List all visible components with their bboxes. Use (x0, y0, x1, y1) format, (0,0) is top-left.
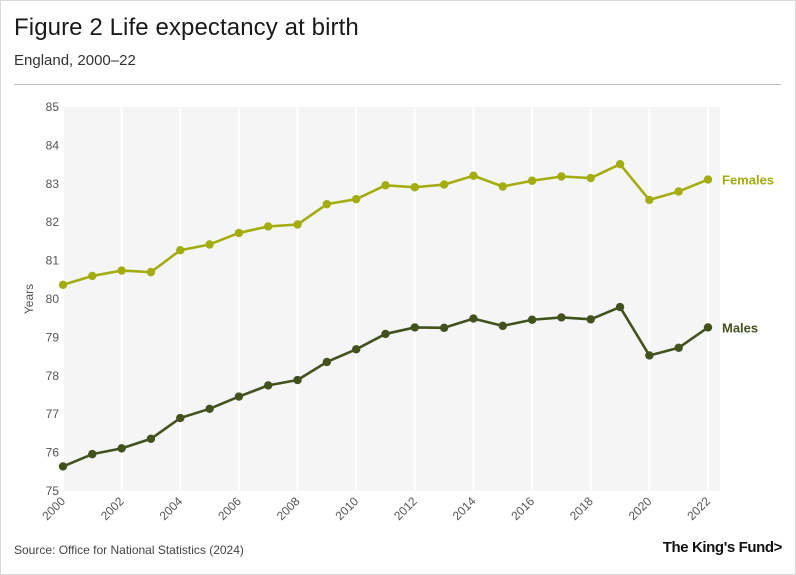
figure-subtitle: England, 2000–22 (14, 52, 136, 69)
females-point (527, 176, 537, 185)
y-tick-label: 82 (46, 215, 60, 229)
females-point (322, 199, 332, 209)
females-point (176, 246, 185, 255)
males-point (410, 323, 420, 332)
males-point (586, 315, 595, 324)
females-point (498, 182, 507, 191)
females-point (586, 173, 595, 183)
source-note: Source: Office for National Statistics (… (14, 543, 244, 557)
x-tick-label: 2012 (391, 494, 420, 523)
males-point (322, 357, 332, 367)
y-tick-label: 79 (46, 330, 60, 344)
y-tick-label: 75 (46, 484, 60, 498)
y-tick-label: 84 (46, 138, 60, 152)
females-point (703, 175, 713, 184)
kings-fund-logo: The King's Fund> (662, 539, 783, 556)
females-point (410, 183, 420, 192)
males-point (58, 462, 68, 471)
females-point (381, 181, 390, 190)
x-tick-label: 2010 (332, 494, 361, 523)
y-tick-label: 77 (46, 407, 60, 421)
males-point (674, 343, 683, 352)
males-point (703, 323, 713, 332)
header-divider (14, 84, 781, 85)
males-series-label: Males (722, 320, 758, 335)
x-tick-label: 2004 (157, 494, 186, 523)
females-point (234, 228, 244, 238)
females-point (351, 194, 361, 204)
males-point (264, 381, 273, 390)
figure-title: Figure 2 Life expectancy at birth (14, 14, 359, 41)
males-point (146, 434, 156, 443)
males-point (205, 404, 214, 414)
females-point (439, 180, 449, 189)
males-point (117, 444, 126, 453)
y-tick-label: 85 (46, 100, 60, 114)
males-point (88, 449, 97, 459)
males-point (498, 321, 507, 331)
females-point (469, 171, 478, 180)
males-point (527, 315, 537, 324)
y-tick-label: 78 (46, 369, 60, 383)
males-point (615, 302, 625, 312)
x-tick-label: 2008 (274, 494, 303, 523)
females-point (58, 280, 68, 289)
males-point (469, 314, 478, 323)
females-point (645, 195, 654, 205)
females-point (293, 220, 302, 229)
x-tick-label: 2018 (567, 494, 596, 523)
females-point (88, 271, 97, 281)
x-tick-label: 2022 (684, 494, 713, 523)
males-point (645, 351, 654, 360)
females-point (205, 240, 214, 249)
males-point (176, 413, 185, 423)
females-point (674, 187, 683, 196)
females-point (557, 172, 566, 181)
y-tick-label: 81 (46, 254, 60, 268)
y-tick-label: 80 (46, 292, 60, 306)
x-tick-label: 2002 (98, 494, 127, 523)
females-point (117, 266, 126, 275)
males-point (381, 329, 390, 339)
males-point (234, 392, 244, 401)
x-tick-label: 2006 (215, 494, 244, 523)
females-point (615, 160, 625, 169)
x-tick-label: 2000 (39, 494, 68, 523)
females-point (146, 267, 156, 277)
males-point (557, 313, 566, 322)
brand-name: The King's Fund (662, 539, 774, 556)
brand-arrow-icon: > (773, 539, 783, 556)
x-tick-label: 2016 (508, 494, 537, 523)
y-tick-label: 76 (46, 446, 60, 460)
females-point (264, 222, 273, 231)
y-tick-label: 83 (46, 177, 60, 191)
males-point (351, 345, 361, 354)
males-point (439, 323, 449, 332)
x-tick-label: 2014 (450, 494, 479, 523)
females-series-label: Females (722, 173, 774, 188)
plot-area (63, 107, 720, 491)
males-point (293, 375, 302, 385)
x-tick-label: 2020 (626, 494, 655, 523)
y-axis-title: Years (22, 284, 36, 314)
